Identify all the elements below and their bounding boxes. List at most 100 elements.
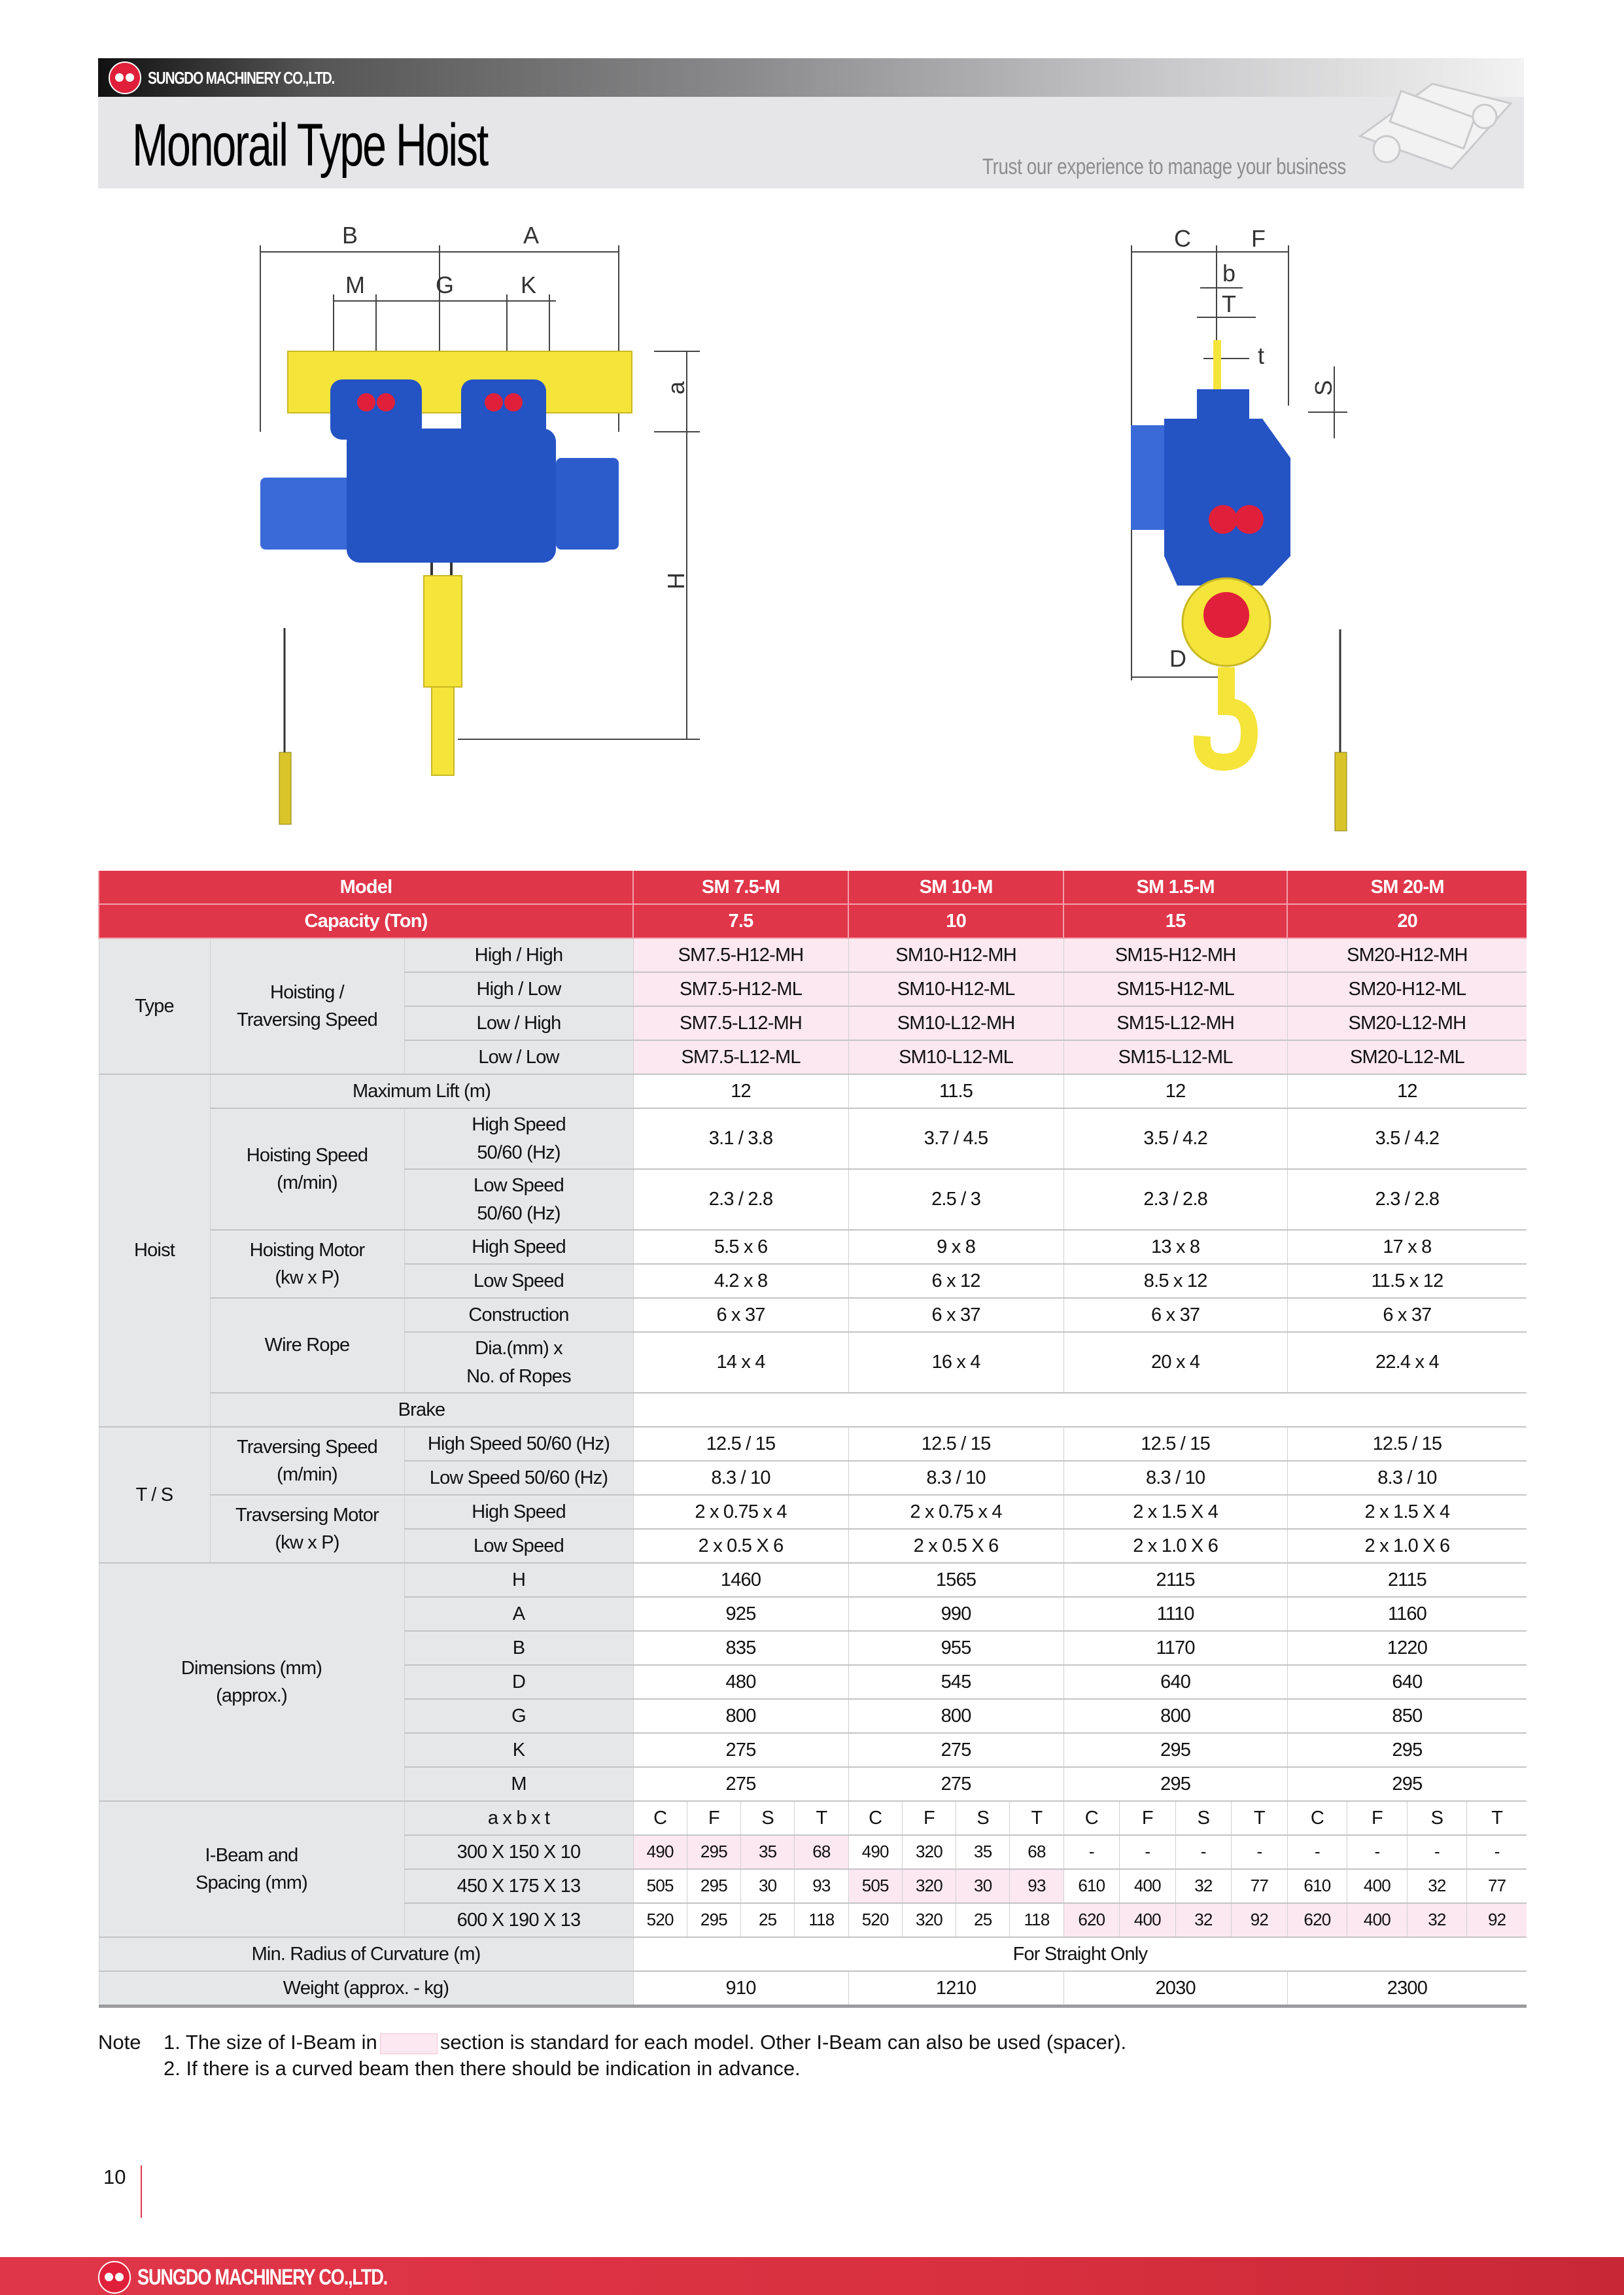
table-row: Dia.(mm) x No. of Ropes 14 x 4 16 x 4 20 x … (99, 1332, 1527, 1393)
table-row: Type Hoisting / Traversing Speed High / Hi… (98, 938, 1527, 1075)
ibeam-value: 490 (632, 1835, 687, 1870)
title-band: Monorail Type Hoist Trust our experience… (98, 82, 1524, 188)
value-cell: 22.4 x 4 (1287, 1332, 1527, 1393)
ibeam-value: 505 (632, 1869, 687, 1904)
ibeam-value: 32 (1175, 1869, 1232, 1904)
ibeam-value: 32 (1406, 1903, 1467, 1938)
dimension-value: 295 (1063, 1767, 1288, 1802)
value-cell: 9 x 8 (848, 1230, 1064, 1265)
trolley-illustration (1358, 82, 1513, 170)
ibeam-value: 520 (632, 1903, 687, 1938)
table-row: G 800 800 800 850 (99, 1699, 1527, 1734)
value-cell: 14 x 4 (632, 1332, 849, 1393)
ibeam-value: - (1175, 1835, 1232, 1870)
dimension-letter: H (404, 1563, 634, 1598)
ibeam-value: 400 (1119, 1869, 1176, 1904)
dim-label-t-small: t (1258, 342, 1264, 369)
model-code: SM7.5-H12-ML (632, 972, 849, 1007)
table-row: D 480 545 640 640 (99, 1665, 1527, 1700)
table-row: Wire Rope Construction 6 x 37 6 x 37 6 x 37 6… (99, 1298, 1527, 1393)
ibeam-subheader: T (1009, 1801, 1064, 1836)
table-row: Hoisting Motor (kw x P) High Speed 5.5 x 6… (99, 1230, 1527, 1299)
ibeam-header: a x b x t (404, 1801, 634, 1836)
min-radius-value: For Straight Only (632, 1937, 1527, 1972)
weight-value: 2030 (1063, 1971, 1288, 2008)
ibeam-subheader: C (1287, 1801, 1347, 1836)
dimension-letter: D (404, 1665, 634, 1700)
dim-label-b: B (342, 222, 358, 249)
value-cell: 3.5 / 4.2 (1287, 1108, 1527, 1170)
value-cell: 2.3 / 2.8 (632, 1169, 849, 1231)
table-row: A 925 990 1110 1160 (99, 1597, 1527, 1632)
group-label: Travsersing Motor (kw x P) (209, 1495, 404, 1564)
table-row: Hoist Maximum Lift (m) 12 11.5 12 12 (98, 1074, 1527, 1428)
dimension-value: 275 (848, 1733, 1064, 1768)
table-row: Capacity (Ton) 7.5 10 15 20 (97, 904, 1527, 939)
ibeam-value: 610 (1063, 1869, 1120, 1904)
value-cell: 2.5 / 3 (848, 1169, 1064, 1231)
ibeam-value: 320 (901, 1903, 956, 1938)
model-code: SM10-H12-ML (848, 972, 1064, 1007)
type-sublabel: Hoisting / Traversing Speed (209, 938, 404, 1075)
dimension-value: 640 (1063, 1665, 1288, 1700)
ibeam-label: I-Beam and Spacing (mm) (98, 1801, 404, 1938)
value-cell: 17 x 8 (1287, 1230, 1527, 1265)
dimension-value: 800 (1063, 1699, 1288, 1734)
dimension-letter: K (404, 1733, 634, 1768)
dim-label-a: A (523, 222, 539, 249)
footer-logo: SUNGDO MACHINERY CO.,LTD. (98, 2261, 450, 2294)
row-label: High Speed (404, 1495, 634, 1530)
table-row: T / S Traversing Speed (m/min) High Speed … (98, 1427, 1527, 1564)
ibeam-value: 30 (956, 1869, 1010, 1904)
weight-label: Weight (approx. - kg) (98, 1971, 634, 2008)
model-name: SM 7.5-M (632, 871, 849, 905)
group-label: Wire Rope (209, 1298, 404, 1393)
page-number: 10 (103, 2165, 126, 2188)
dim-label-f: F (1251, 225, 1266, 252)
ibeam-value: 68 (794, 1835, 849, 1870)
footer-bar: SUNGDO MACHINERY CO.,LTD. (0, 2257, 1624, 2295)
dimension-value: 295 (1063, 1733, 1288, 1768)
row-label: Low Speed 50/60 (Hz) (404, 1169, 634, 1231)
row-label: Low / High (404, 1006, 634, 1041)
value-cell: 12.5 / 15 (632, 1427, 849, 1462)
value-cell: 3.1 / 3.8 (632, 1108, 849, 1170)
capacity-header: Capacity (Ton) (97, 904, 634, 939)
ibeam-subheader: T (1466, 1801, 1527, 1836)
dim-label-g: G (436, 272, 454, 298)
value-cell: 2 x 0.75 x 4 (632, 1495, 849, 1530)
value-cell: 8.3 / 10 (1063, 1461, 1288, 1496)
ibeam-value: 92 (1466, 1903, 1527, 1938)
ibeam-value: 77 (1231, 1869, 1288, 1904)
model-name: SM 20-M (1287, 871, 1527, 905)
ibeam-value: - (1119, 1835, 1176, 1870)
note-1-text: 1. The size of I-Beam in (164, 2031, 377, 2054)
table-row: Weight (approx. - kg) 910 1210 2030 2300 (98, 1971, 1527, 2008)
dim-label-t: T (1222, 290, 1236, 317)
dim-label-m: M (345, 272, 365, 298)
model-code: SM20-H12-MH (1287, 938, 1527, 973)
table-row: Low / High SM7.5-L12-MH SM10-L12-MH SM15-L1… (99, 1006, 1527, 1041)
model-code: SM7.5-L12-MH (632, 1006, 849, 1041)
ibeam-size: 450 X 175 X 13 (404, 1869, 634, 1904)
dimension-value: 1160 (1287, 1597, 1527, 1632)
ibeam-value: 77 (1466, 1869, 1527, 1904)
dimension-value: 1460 (632, 1563, 849, 1598)
ibeam-value: 32 (1406, 1869, 1467, 1904)
value-cell: 11.5 x 12 (1287, 1264, 1527, 1299)
capacity-value: 20 (1287, 904, 1527, 939)
dimension-value: 800 (632, 1699, 849, 1734)
group-label: Traversing Speed (m/min) (209, 1427, 404, 1496)
ibeam-subheader: S (1406, 1801, 1467, 1836)
ibeam-value: 295 (686, 1869, 741, 1904)
company-logo: SUNGDO MACHINERY CO.,LTD. (109, 61, 381, 94)
ibeam-value: 30 (740, 1869, 795, 1904)
capacity-value: 15 (1063, 904, 1288, 939)
table-row: Model SM 7.5-M SM 10-M SM 1.5-M SM 20-M (97, 871, 1527, 905)
value-cell: 6 x 37 (1063, 1298, 1288, 1333)
model-code: SM15-H12-MH (1063, 938, 1288, 973)
ibeam-value: 92 (1231, 1903, 1288, 1938)
ibeam-value: 118 (1009, 1903, 1064, 1938)
header-bar: SUNGDO MACHINERY CO.,LTD. (98, 58, 1524, 97)
dimension-value: 835 (632, 1631, 849, 1666)
